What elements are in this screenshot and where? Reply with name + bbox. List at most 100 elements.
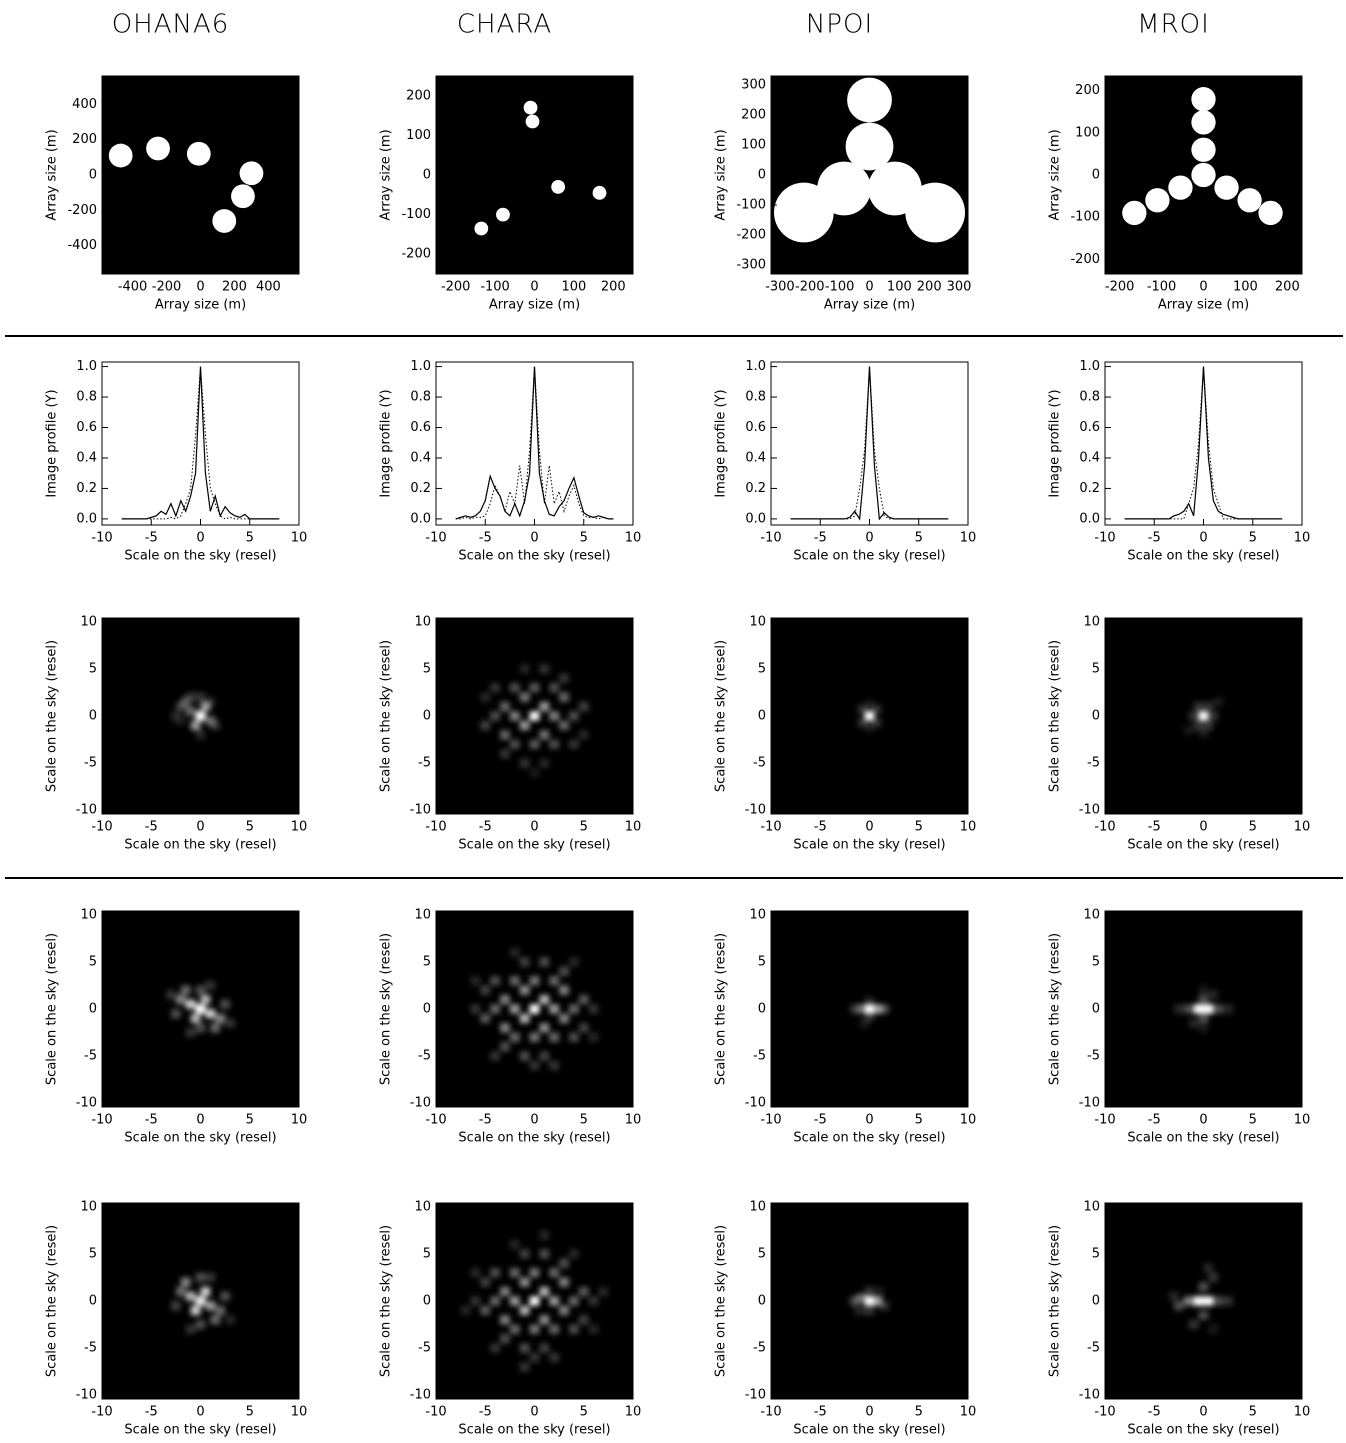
intensity-cell	[1183, 1004, 1194, 1014]
column-title: OHANA6	[112, 10, 230, 40]
y-tick-label: -10	[410, 1388, 431, 1403]
intensity-cell	[195, 985, 206, 995]
intensity-cell	[225, 1315, 235, 1325]
y-tick-label: 10	[1083, 1199, 1100, 1214]
x-axis-label: Scale on the sky (resel)	[458, 1131, 610, 1146]
intensity-cell	[185, 1324, 196, 1334]
intensity-cell	[578, 994, 589, 1005]
intensity-cell	[539, 701, 550, 712]
x-tick-label: 10	[625, 1405, 642, 1420]
y-tick-label: 0.0	[76, 511, 97, 526]
intensity-cell	[539, 957, 550, 967]
y-tick-label: 5	[758, 1246, 766, 1261]
y-tick-label: 0	[1092, 168, 1100, 183]
intensity-cell	[529, 1032, 540, 1042]
x-axis-label: Scale on the sky (resel)	[124, 1423, 276, 1438]
aperture	[1258, 200, 1283, 226]
y-tick-label: 10	[749, 614, 766, 629]
x-tick-label: 10	[960, 531, 977, 546]
intensity-cell	[509, 711, 520, 721]
intensity-cell	[568, 957, 579, 967]
y-axis-label: Scale on the sky (resel)	[714, 933, 729, 1085]
y-tick-label: 10	[1083, 907, 1100, 922]
intensity-cell	[529, 739, 540, 749]
intensity-cell	[539, 730, 550, 740]
y-axis-label: Image profile (Y)	[714, 389, 729, 497]
intensity-cell	[578, 730, 589, 740]
y-tick-label: 0.2	[745, 481, 766, 496]
x-tick-label: 200	[601, 280, 626, 295]
y-tick-label: 5	[1092, 1246, 1100, 1261]
y-tick-label: -5	[753, 756, 766, 771]
y-tick-label: 5	[89, 1246, 97, 1261]
intensity-cell	[509, 1239, 520, 1250]
x-tick-label: 100	[887, 280, 912, 295]
intensity-cell	[864, 1296, 875, 1306]
image	[170, 692, 221, 740]
intensity-cell	[549, 683, 560, 693]
intensity-cell	[1223, 1004, 1234, 1014]
intensity-cell	[857, 704, 868, 715]
intensity-cell	[588, 1324, 599, 1334]
intensity-cell	[509, 976, 520, 986]
x-tick-label: 10	[960, 1113, 977, 1128]
y-axis-label: Scale on the sky (resel)	[379, 640, 394, 792]
intensity-cell	[549, 976, 560, 986]
y-tick-label: 0.2	[1079, 481, 1100, 496]
y-tick-label: 10	[749, 1199, 766, 1214]
y-axis-label: Image profile (Y)	[1048, 389, 1063, 497]
intensity-cell	[1203, 1263, 1214, 1273]
intensity-cell	[1193, 701, 1204, 712]
intensity-cell	[539, 994, 550, 1005]
y-tick-label: -5	[418, 756, 431, 771]
y-axis-label: Scale on the sky (resel)	[379, 933, 394, 1085]
profile-line	[790, 366, 949, 520]
y-tick-label: 200	[72, 132, 97, 147]
intensity-cell	[578, 1315, 589, 1325]
intensity-cell	[864, 699, 875, 710]
x-tick-label: -200	[441, 280, 471, 295]
y-tick-label: -10	[410, 803, 431, 818]
x-tick-label: -10	[1094, 1113, 1115, 1128]
intensity-cell	[470, 1004, 481, 1014]
intensity-cell	[864, 1004, 875, 1014]
y-tick-label: 0.0	[410, 511, 431, 526]
intensity-cell	[539, 1249, 550, 1259]
x-tick-label: 5	[1249, 820, 1257, 835]
plot-marks	[857, 699, 882, 733]
intensity-cell	[195, 1004, 206, 1014]
y-tick-label: 0.6	[745, 420, 766, 435]
intensity-cell	[864, 1286, 875, 1297]
x-axis-label: Scale on the sky (resel)	[1127, 1131, 1279, 1146]
intensity-cell	[568, 711, 579, 721]
x-tick-label: 0	[1199, 1113, 1207, 1128]
x-tick-label: -5	[814, 820, 827, 835]
x-tick-label: -10	[760, 820, 781, 835]
intensity-cell	[872, 1004, 883, 1014]
x-tick-label: 10	[1294, 820, 1311, 835]
intensity-cell	[519, 1051, 530, 1061]
intensity-cell	[185, 692, 196, 702]
y-tick-label: -200	[1070, 252, 1100, 267]
intensity-cell	[856, 1004, 867, 1014]
x-axis-label: Scale on the sky (resel)	[1127, 838, 1279, 853]
y-tick-label: 0	[1092, 709, 1100, 724]
intensity-cell	[1188, 1319, 1199, 1330]
x-axis-label: Scale on the sky (resel)	[124, 549, 276, 564]
intensity-cell	[175, 994, 186, 1005]
y-tick-label: 0	[758, 1002, 766, 1017]
aperture	[773, 182, 834, 243]
y-axis-label: Scale on the sky (resel)	[45, 640, 60, 792]
intensity-cell	[588, 1032, 599, 1042]
intensity-cell	[509, 1296, 520, 1306]
x-tick-label: -10	[760, 531, 781, 546]
intensity-cell	[519, 692, 530, 702]
intensity-cell	[180, 985, 191, 995]
intensity-cell	[1183, 725, 1194, 735]
intensity-cell	[519, 1343, 530, 1353]
intensity-cell	[559, 1277, 569, 1287]
x-tick-label: 10	[1294, 1405, 1311, 1420]
image	[470, 947, 599, 1071]
x-tick-label: -100	[1147, 280, 1177, 295]
x-tick-label: -200	[1105, 280, 1135, 295]
